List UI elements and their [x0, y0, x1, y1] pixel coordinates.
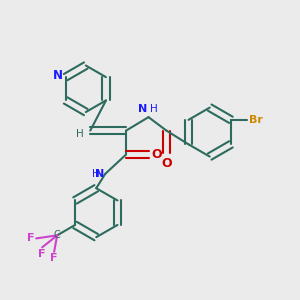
Text: Br: Br: [249, 115, 263, 125]
Text: H: H: [92, 169, 100, 179]
Text: N: N: [95, 169, 105, 179]
Text: F: F: [38, 249, 46, 259]
Text: H: H: [76, 129, 84, 139]
Text: C: C: [54, 230, 61, 240]
Text: F: F: [27, 233, 35, 243]
Text: F: F: [50, 253, 58, 263]
Text: O: O: [161, 157, 172, 169]
Text: H: H: [150, 104, 158, 114]
Text: O: O: [152, 148, 162, 161]
Text: N: N: [52, 69, 63, 82]
Text: N: N: [138, 104, 147, 114]
